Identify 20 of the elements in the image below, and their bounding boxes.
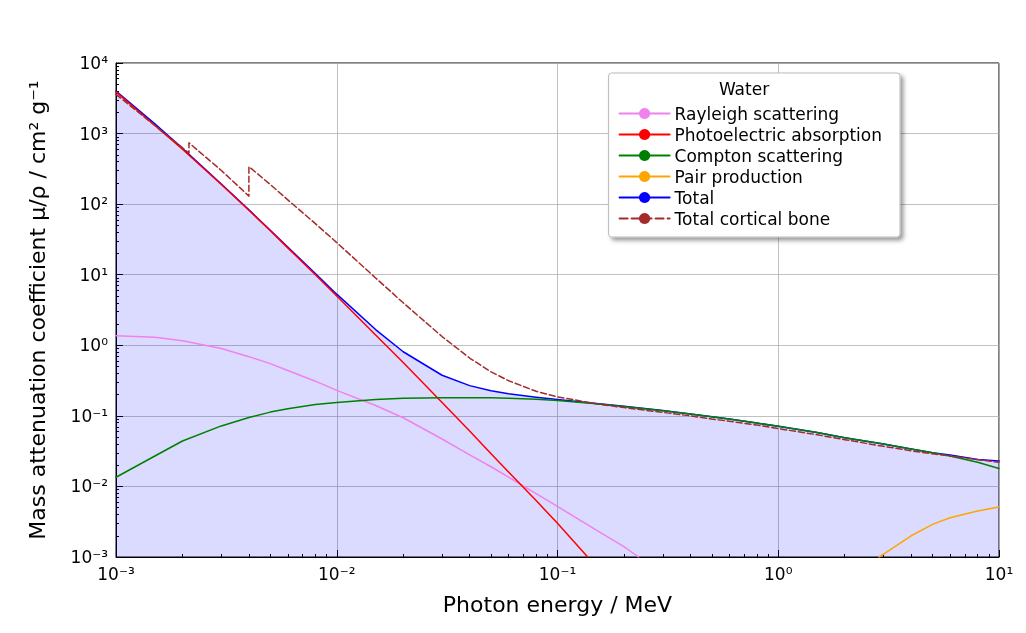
- y-tick-label: 10³: [79, 123, 108, 144]
- legend-label: Compton scattering: [674, 145, 844, 166]
- legend-title: Water: [718, 78, 770, 99]
- x-tick-label: 10⁻²: [318, 563, 356, 584]
- y-axis-title: Mass attenuation coefficient μ/ρ / cm² g⁻¹: [24, 80, 50, 540]
- x-tick-label: 10¹: [984, 563, 1014, 584]
- y-tick-label: 10⁴: [79, 53, 109, 73]
- x-tick-label: 10⁻¹: [538, 563, 577, 584]
- legend-label: Pair production: [674, 166, 803, 187]
- y-tick-label: 10⁻²: [70, 476, 108, 497]
- y-tick-label: 10⁻¹: [70, 405, 108, 426]
- y-tick-label: 10⁰: [79, 335, 109, 356]
- legend-label: Photoelectric absorption: [674, 124, 882, 145]
- legend-label: Rayleigh scattering: [674, 103, 840, 124]
- legend-label: Total cortical bone: [673, 208, 831, 229]
- x-axis-title: Photon energy / MeV: [442, 591, 673, 617]
- y-tick-label: 10¹: [79, 264, 108, 285]
- legend-label: Total: [673, 187, 715, 208]
- x-tick-label: 10⁰: [764, 563, 793, 584]
- y-tick-label: 10²: [79, 194, 108, 215]
